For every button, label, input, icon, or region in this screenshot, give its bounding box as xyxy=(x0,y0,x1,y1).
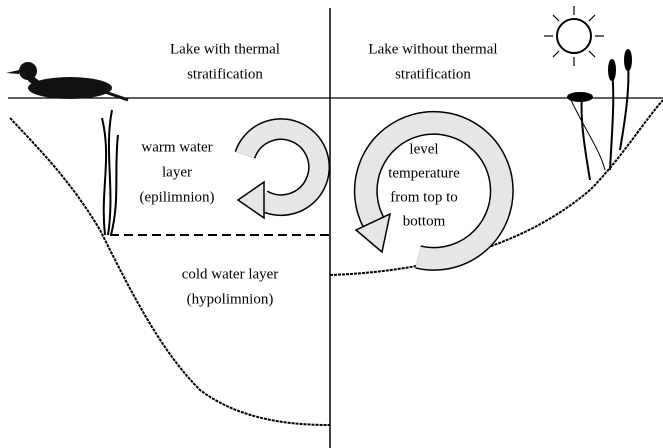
layer-label: layer xyxy=(162,164,192,180)
layer-label: warm water xyxy=(141,139,212,155)
left-plant xyxy=(101,109,119,236)
title-line: stratification xyxy=(395,66,471,82)
title-line: Lake without thermal xyxy=(368,41,497,57)
layer-label: temperature xyxy=(388,165,460,181)
title-line: stratification xyxy=(187,66,263,82)
title-line: Lake with thermal xyxy=(170,41,280,57)
layer-label: from top to xyxy=(390,189,458,205)
bank-lines xyxy=(569,97,606,171)
layer-label: cold water layer xyxy=(182,266,279,282)
layer-label: (epilimnion) xyxy=(140,189,215,205)
sun xyxy=(544,6,604,66)
left-circular-arrow xyxy=(234,118,330,220)
left-basin xyxy=(9,117,331,426)
layer-label: (hypolimnion) xyxy=(187,291,274,307)
layer-label: level xyxy=(409,141,438,157)
right-circular-arrow xyxy=(353,110,514,271)
right-basin xyxy=(329,99,663,276)
right-plants xyxy=(567,49,632,181)
loon xyxy=(6,62,129,102)
layer-label: bottom xyxy=(403,213,446,229)
